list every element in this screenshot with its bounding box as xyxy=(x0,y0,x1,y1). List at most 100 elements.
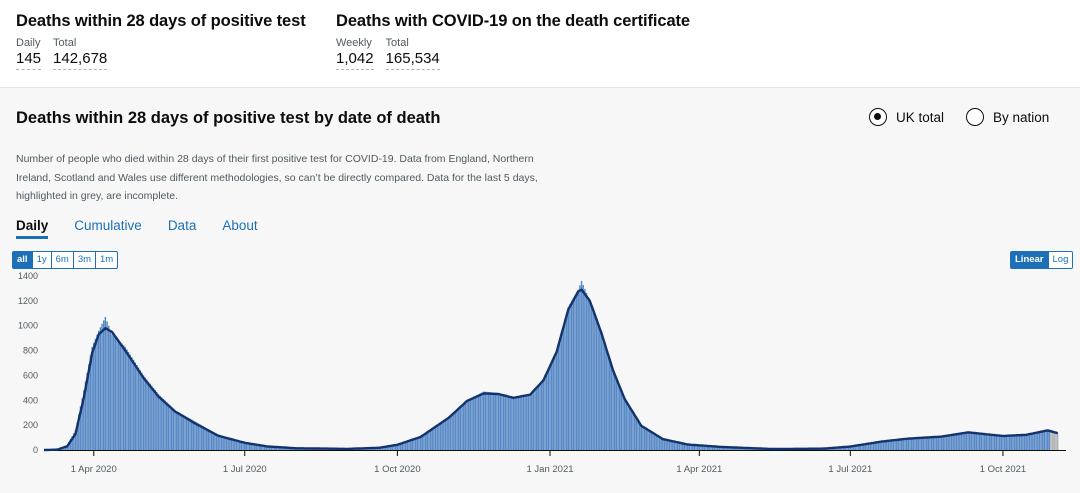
summary-title: Deaths within 28 days of positive test xyxy=(16,12,306,31)
daily-bar xyxy=(186,417,187,450)
daily-bar xyxy=(949,435,950,450)
daily-bar xyxy=(597,323,598,450)
daily-bar xyxy=(909,438,910,450)
metric-value[interactable]: 142,678 xyxy=(53,50,107,70)
daily-bar xyxy=(485,392,486,450)
daily-bar xyxy=(1057,433,1058,450)
y-tick-label: 400 xyxy=(23,395,38,405)
daily-bar xyxy=(110,330,111,450)
daily-bar xyxy=(509,397,510,450)
daily-bar xyxy=(1039,431,1040,450)
x-tick-label: 1 Jul 2021 xyxy=(828,464,872,475)
daily-bar xyxy=(936,437,937,450)
daily-bar xyxy=(98,331,99,450)
daily-bar xyxy=(569,304,570,450)
daily-bar xyxy=(554,354,555,450)
daily-bar xyxy=(219,436,220,450)
daily-bar xyxy=(193,420,194,450)
metric-label: Weekly xyxy=(336,37,374,50)
daily-bar xyxy=(518,397,519,450)
daily-bar xyxy=(1044,430,1045,450)
daily-bar xyxy=(138,368,139,450)
daily-bar xyxy=(956,434,957,450)
daily-bar xyxy=(433,427,434,450)
daily-bar xyxy=(529,394,530,450)
daily-bar xyxy=(966,432,967,450)
daily-bar xyxy=(191,420,192,450)
daily-bar xyxy=(168,404,169,450)
daily-bar xyxy=(1024,435,1025,450)
summary-deaths-certificate: Deaths with COVID-19 on the death certif… xyxy=(336,12,690,70)
daily-bar xyxy=(938,437,939,450)
daily-bar xyxy=(222,436,223,450)
daily-bar xyxy=(558,344,559,450)
daily-bar xyxy=(151,386,152,450)
daily-bar xyxy=(224,437,225,450)
daily-bar xyxy=(581,281,582,450)
daily-bar xyxy=(582,285,583,450)
daily-bar xyxy=(969,432,970,450)
daily-bar xyxy=(198,423,199,450)
daily-bar xyxy=(954,434,955,450)
daily-bar xyxy=(461,405,462,450)
daily-bar xyxy=(634,414,635,450)
daily-bar xyxy=(217,435,218,450)
y-tick-label: 1400 xyxy=(18,271,38,281)
daily-bar xyxy=(1009,435,1010,450)
daily-bar xyxy=(637,420,638,450)
daily-bar xyxy=(1014,435,1015,450)
metric-value[interactable]: 1,042 xyxy=(336,50,374,70)
daily-bar xyxy=(538,385,539,450)
daily-bar xyxy=(1037,432,1038,450)
daily-bar xyxy=(906,438,907,450)
daily-bar xyxy=(996,435,997,450)
daily-bar xyxy=(594,314,595,450)
daily-bar xyxy=(475,396,476,450)
metric-value[interactable]: 165,534 xyxy=(386,50,440,70)
daily-bar xyxy=(999,435,1000,450)
daily-bar xyxy=(536,387,537,450)
daily-bar xyxy=(612,369,613,450)
daily-bar xyxy=(914,438,915,450)
daily-bar xyxy=(1006,436,1007,450)
x-tick-label: 1 Oct 2021 xyxy=(980,464,1026,475)
daily-bar xyxy=(604,343,605,450)
daily-bar xyxy=(957,433,958,450)
daily-bar xyxy=(214,433,215,450)
daily-bar xyxy=(964,432,965,450)
daily-bar xyxy=(1017,435,1018,450)
daily-bar xyxy=(468,399,469,450)
daily-bar xyxy=(221,436,222,450)
daily-bar xyxy=(984,434,985,450)
daily-bar xyxy=(601,332,602,450)
daily-bar xyxy=(987,434,988,450)
daily-bar xyxy=(1015,435,1016,450)
daily-bar xyxy=(453,412,454,450)
daily-bar xyxy=(577,290,578,450)
daily-bar xyxy=(991,435,992,450)
daily-bar xyxy=(171,407,172,450)
daily-bar xyxy=(606,348,607,450)
daily-bar xyxy=(514,398,515,450)
daily-bar xyxy=(181,414,182,450)
y-tick-label: 0 xyxy=(33,445,38,455)
daily-bar xyxy=(100,327,101,450)
daily-bar xyxy=(636,417,637,450)
daily-bar xyxy=(616,377,617,450)
daily-bar xyxy=(420,436,421,450)
daily-bar xyxy=(924,437,925,450)
daily-bar xyxy=(571,301,572,450)
daily-bar xyxy=(627,403,628,450)
metric-daily: Daily 145 xyxy=(16,37,41,70)
daily-bar xyxy=(933,437,934,450)
daily-bar xyxy=(559,338,560,450)
metric-value[interactable]: 145 xyxy=(16,50,41,70)
y-tick-label: 800 xyxy=(23,346,38,356)
daily-bar xyxy=(131,357,132,450)
daily-bar xyxy=(1004,436,1005,450)
daily-bar xyxy=(1002,436,1003,450)
daily-bar xyxy=(455,411,456,450)
daily-bar xyxy=(1012,435,1013,450)
daily-bar xyxy=(1019,435,1020,450)
daily-bar xyxy=(568,307,569,450)
